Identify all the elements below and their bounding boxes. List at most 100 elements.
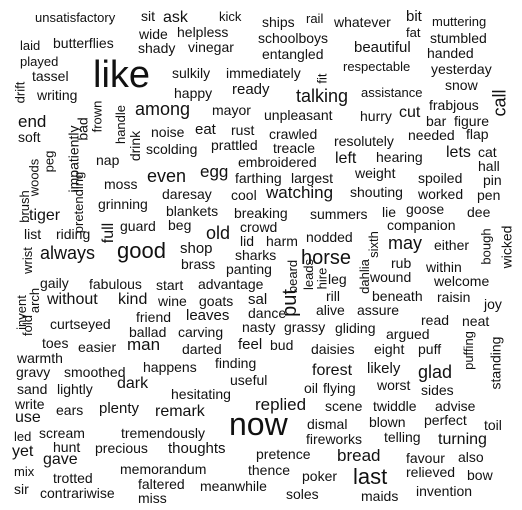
word: weight — [355, 165, 396, 181]
word: resolutely — [334, 133, 394, 149]
word: fat — [406, 25, 421, 40]
word: worked — [418, 186, 464, 202]
word: telling — [384, 429, 421, 445]
word: thence — [248, 462, 291, 478]
word: soles — [286, 486, 319, 502]
word: scene — [325, 398, 363, 414]
word: ballad — [129, 324, 167, 340]
word: hesitating — [171, 386, 231, 402]
word: wide — [139, 26, 168, 42]
word: figure — [454, 113, 490, 129]
word: twiddle — [373, 398, 417, 414]
word: sides — [421, 382, 454, 398]
word: helpless — [177, 24, 229, 40]
word: leg — [328, 271, 347, 287]
word: dahlia — [356, 259, 372, 294]
word: yesterday — [431, 61, 492, 77]
word: trotted — [53, 470, 93, 486]
word: ears — [56, 402, 84, 418]
word: grassy — [284, 319, 326, 335]
word: daisies — [311, 341, 355, 357]
word: neat — [462, 313, 490, 329]
word: use — [15, 409, 41, 426]
word: butterflies — [53, 35, 114, 51]
word: puff — [418, 341, 442, 357]
word: advantage — [198, 276, 264, 292]
word: eat — [195, 121, 216, 138]
word: warmth — [17, 350, 63, 366]
word: precious — [95, 440, 148, 456]
word: wrist — [19, 247, 35, 274]
word: hall — [478, 158, 500, 174]
word: thoughts — [168, 440, 226, 457]
word: crawled — [269, 126, 318, 142]
word: egg — [200, 162, 229, 181]
word: arch — [27, 287, 43, 314]
word: perfect — [424, 412, 467, 428]
word: entangled — [262, 46, 324, 62]
word: write — [15, 396, 45, 412]
word: hearing — [376, 149, 423, 165]
word: goose — [406, 201, 445, 217]
word: wicked — [498, 225, 515, 269]
word: leads — [301, 258, 317, 291]
word: like — [93, 54, 151, 96]
word: embroidered — [238, 154, 317, 170]
word: curtseyed — [50, 316, 111, 332]
word: lid — [240, 233, 255, 249]
word: ships — [262, 14, 295, 30]
word: oil — [304, 380, 319, 396]
word: bow — [467, 467, 493, 483]
word: even — [147, 166, 187, 186]
word: watching — [266, 183, 334, 202]
word: drift — [12, 81, 28, 104]
word: carving — [178, 324, 224, 340]
word: finding — [215, 355, 257, 371]
word: frown — [89, 100, 105, 133]
word: assistance — [361, 85, 423, 100]
word: fireworks — [306, 431, 363, 447]
word: within — [426, 259, 462, 275]
word: companion — [387, 217, 456, 233]
word: vinegar — [188, 39, 234, 55]
word: friend — [136, 309, 172, 325]
word: sal — [248, 291, 268, 308]
word: panting — [226, 261, 272, 277]
word: whatever — [334, 14, 391, 30]
word: stumbled — [430, 30, 487, 46]
word: maids — [361, 488, 399, 504]
word: grinning — [98, 196, 148, 212]
word: cut — [399, 104, 421, 121]
word: favour — [406, 450, 445, 466]
word: toil — [484, 417, 502, 433]
word: may — [388, 233, 423, 253]
word: replied — [255, 395, 307, 414]
word: happy — [174, 85, 213, 101]
word: end — [18, 112, 47, 131]
word: rill — [326, 288, 340, 304]
word: likely — [367, 360, 401, 377]
word: snow — [445, 77, 478, 93]
word: tremendously — [121, 425, 206, 441]
word: puffing — [460, 331, 476, 370]
word: read — [421, 312, 450, 328]
word: old — [206, 223, 231, 243]
word: flap — [466, 126, 489, 142]
word: memorandum — [120, 461, 207, 477]
word: faltered — [138, 476, 185, 492]
word: sixth — [365, 231, 381, 258]
word: beautiful — [354, 39, 411, 56]
word: last — [353, 464, 388, 489]
word: tiger — [29, 207, 61, 224]
word: laid — [20, 38, 41, 53]
word: largest — [291, 170, 334, 186]
word: pretence — [256, 446, 311, 462]
word: advise — [435, 398, 476, 414]
word: handle — [113, 104, 129, 145]
word: unpleasant — [264, 107, 333, 123]
word: summers — [310, 206, 368, 222]
word: schoolboys — [258, 30, 329, 46]
word: man — [127, 335, 161, 354]
word: bough — [478, 228, 494, 265]
word: mix — [14, 464, 35, 479]
